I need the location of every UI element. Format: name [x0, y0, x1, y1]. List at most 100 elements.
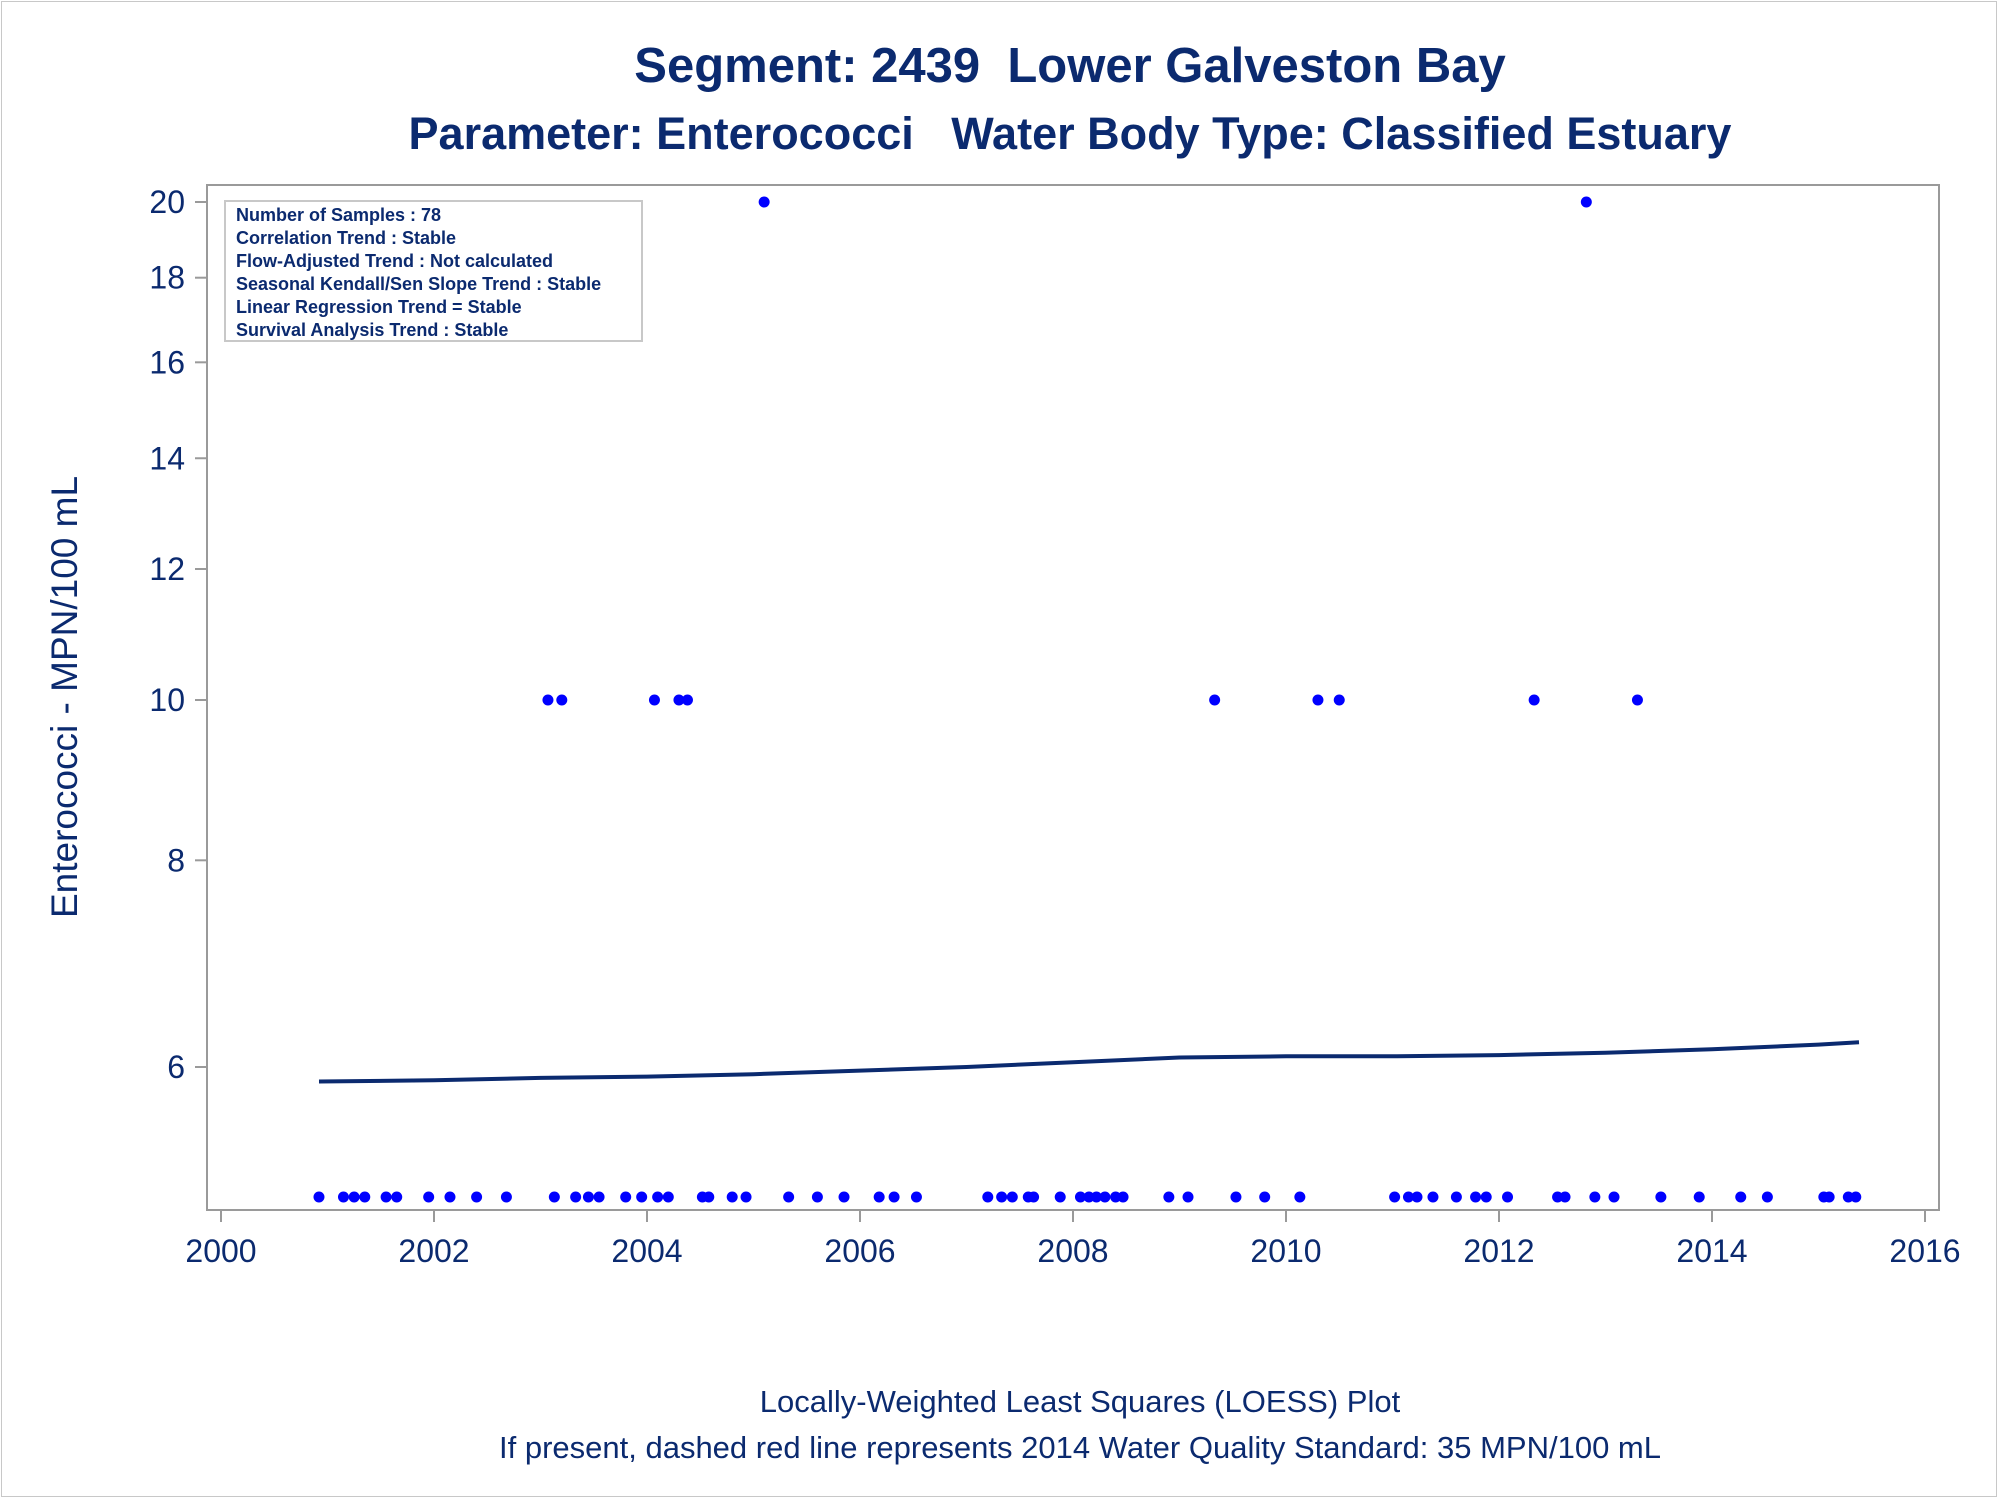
data-point [1693, 1191, 1705, 1203]
info-box-line: Linear Regression Trend = Stable [236, 297, 522, 317]
data-point [740, 1191, 752, 1203]
data-point [1402, 1191, 1414, 1203]
data-point [811, 1191, 823, 1203]
data-point [444, 1191, 456, 1203]
data-point [313, 1191, 325, 1203]
data-point [636, 1191, 648, 1203]
info-box-line: Correlation Trend : Stable [236, 228, 456, 248]
info-box-line: Seasonal Kendall/Sen Slope Trend : Stabl… [236, 274, 601, 294]
y-axis: 6 8 10 12 14 16 18 20 [149, 184, 207, 1085]
data-point [703, 1191, 715, 1203]
x-tick-label: 2006 [824, 1233, 895, 1269]
data-point [1735, 1191, 1747, 1203]
data-point [1294, 1191, 1306, 1203]
y-tick-label: 20 [149, 184, 185, 220]
data-point [910, 1191, 922, 1203]
data-point [673, 694, 685, 706]
data-point [838, 1191, 850, 1203]
info-box: Number of Samples : 78 Correlation Trend … [224, 200, 643, 342]
data-point [556, 694, 568, 706]
data-point [1230, 1191, 1242, 1203]
data-point [570, 1191, 582, 1203]
data-point [1028, 1191, 1040, 1203]
data-point [582, 1191, 594, 1203]
footnote-loess: Locally-Weighted Least Squares (LOESS) P… [759, 1384, 1401, 1419]
data-point [423, 1191, 435, 1203]
data-point [1631, 694, 1643, 706]
data-point [758, 196, 770, 208]
data-point [1389, 1191, 1401, 1203]
data-point [1427, 1191, 1439, 1203]
data-point [391, 1191, 403, 1203]
x-tick-label: 2014 [1676, 1233, 1747, 1269]
x-tick-label: 2008 [1037, 1233, 1108, 1269]
x-tick-label: 2004 [611, 1233, 682, 1269]
footnote-standard: If present, dashed red line represents 2… [499, 1430, 1661, 1465]
data-point [542, 694, 554, 706]
data-point [648, 694, 660, 706]
data-point [1163, 1191, 1175, 1203]
data-point [1074, 1191, 1086, 1203]
data-point [1480, 1191, 1492, 1203]
data-point [380, 1191, 392, 1203]
data-point [1502, 1191, 1514, 1203]
data-point [652, 1191, 664, 1203]
data-point [1259, 1191, 1271, 1203]
y-tick-label: 12 [149, 551, 185, 587]
data-point [1823, 1191, 1835, 1203]
y-tick-label: 10 [149, 682, 185, 718]
data-point [500, 1191, 512, 1203]
loess-line [318, 1040, 1860, 1084]
y-tick-label: 16 [149, 344, 185, 380]
data-point [783, 1191, 795, 1203]
data-point [1333, 694, 1345, 706]
points-layer [313, 196, 1862, 1203]
data-point [1608, 1191, 1620, 1203]
data-point [662, 1191, 674, 1203]
data-point [593, 1191, 605, 1203]
x-tick-label: 2016 [1889, 1233, 1960, 1269]
data-point [1182, 1191, 1194, 1203]
data-point [1090, 1191, 1102, 1203]
y-tick-label: 14 [149, 440, 185, 476]
x-tick-label: 2002 [398, 1233, 469, 1269]
x-tick-label: 2010 [1250, 1233, 1321, 1269]
data-point [359, 1191, 371, 1203]
y-tick-label: 6 [167, 1049, 185, 1085]
data-point [982, 1191, 994, 1203]
data-point [1528, 694, 1540, 706]
data-point [471, 1191, 483, 1203]
y-tick-label: 8 [167, 842, 185, 878]
x-axis: 2000 2002 2004 2006 2008 2010 2012 2014 2016 [185, 1210, 1961, 1269]
data-point [620, 1191, 632, 1203]
data-point [1850, 1191, 1862, 1203]
data-point [1470, 1191, 1482, 1203]
data-point [1209, 694, 1221, 706]
data-point [873, 1191, 885, 1203]
y-axis-title: Enterococci - MPN/100 mL [44, 476, 85, 918]
data-point [1411, 1191, 1423, 1203]
data-point [1006, 1191, 1018, 1203]
info-box-line: Survival Analysis Trend : Stable [236, 320, 508, 340]
x-tick-label: 2000 [185, 1233, 256, 1269]
data-point [1312, 694, 1324, 706]
data-point [1655, 1191, 1667, 1203]
data-point [1559, 1191, 1571, 1203]
x-tick-label: 2012 [1463, 1233, 1534, 1269]
data-point [726, 1191, 738, 1203]
data-point [1099, 1191, 1111, 1203]
info-box-line: Number of Samples : 78 [236, 205, 441, 225]
info-box-line: Flow-Adjusted Trend : Not calculated [236, 251, 553, 271]
data-point [1117, 1191, 1129, 1203]
loess-layer [318, 1040, 1860, 1084]
data-point [888, 1191, 900, 1203]
data-point [1589, 1191, 1601, 1203]
data-point [1580, 196, 1592, 208]
y-tick-label: 18 [149, 260, 185, 296]
data-point [1054, 1191, 1066, 1203]
data-point [548, 1191, 560, 1203]
data-point [681, 694, 693, 706]
chart-title: Segment: 2439 Lower Galveston Bay [634, 39, 1506, 93]
